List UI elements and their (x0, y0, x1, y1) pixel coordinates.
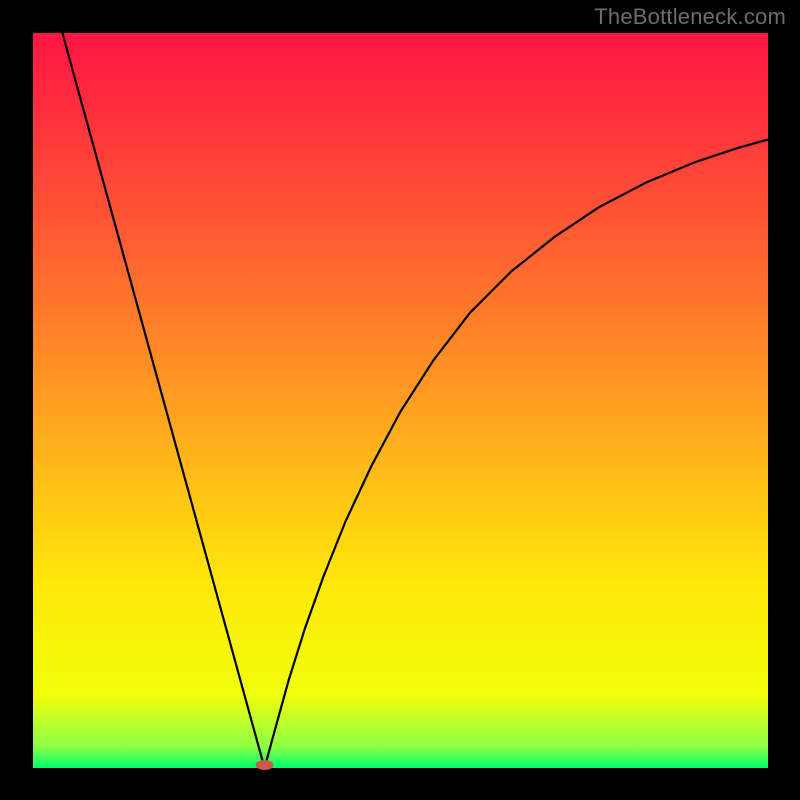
watermark-text: TheBottleneck.com (594, 4, 786, 30)
left-curve (62, 33, 264, 768)
curve-overlay (0, 0, 800, 800)
figure-container: TheBottleneck.com (0, 0, 800, 800)
right-curve (265, 140, 768, 768)
valley-marker (256, 760, 274, 770)
